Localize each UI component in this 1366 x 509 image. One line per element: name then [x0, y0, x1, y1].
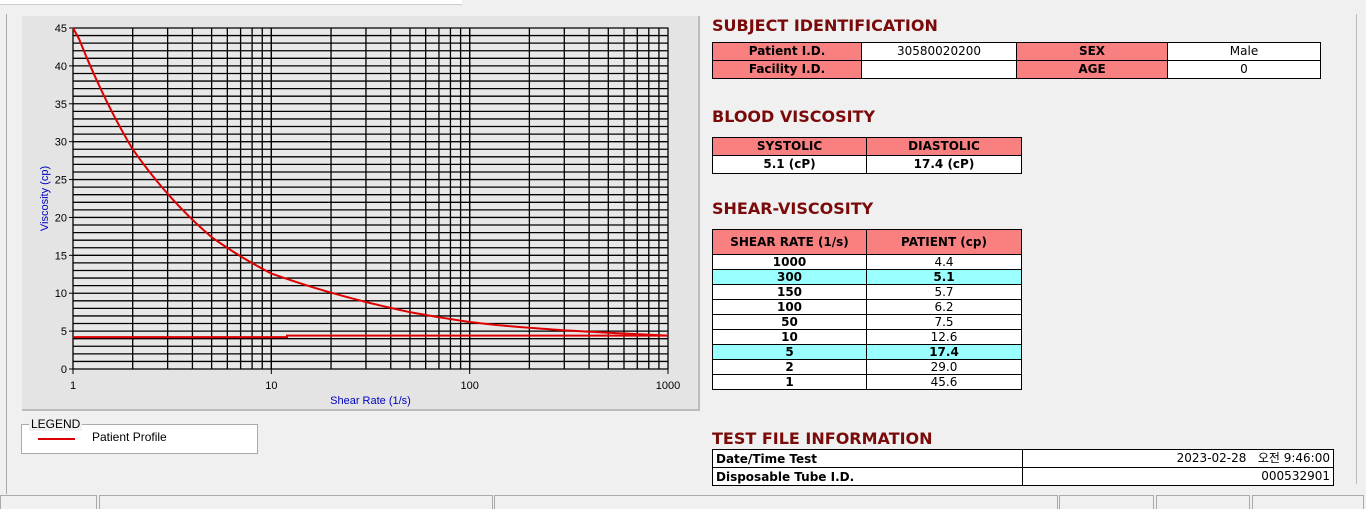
patient-viscosity: 17.4 [866, 344, 1022, 360]
chart-svg: 0 5 10 15 20 25 30 35 40 45 1 10 100 1000 Shear Rate (… [39, 23, 680, 407]
y-tick-label: 40 [55, 61, 67, 73]
x-tick-label: 100 [460, 380, 478, 392]
facility-id-label: Facility I.D. [712, 60, 862, 79]
datetime-label: Date/Time Test [712, 449, 1023, 468]
patient-viscosity: 4.4 [866, 254, 1022, 270]
patient-viscosity: 5.7 [866, 284, 1022, 300]
y-tick-label: 45 [55, 23, 67, 35]
y-tick-label: 5 [61, 326, 67, 338]
shear-rate-header: SHEAR RATE (1/s) [712, 229, 867, 255]
shear-rate: 150 [712, 284, 867, 300]
shear-rate: 5 [712, 344, 867, 360]
y-tick-label: 15 [55, 250, 67, 262]
shear-row: 1000 4.4 [712, 254, 1022, 270]
legend-entry: Patient Profile [92, 430, 167, 444]
legend-title: LEGEND [29, 417, 83, 431]
y-tick-label: 35 [55, 99, 67, 111]
shear-row: 150 5.7 [712, 284, 1022, 300]
status-segment [494, 495, 1058, 509]
top-strip [0, 0, 462, 5]
shear-row: 10 12.6 [712, 329, 1022, 345]
sex-label: SEX [1016, 42, 1168, 61]
patient-viscosity: 45.6 [866, 374, 1022, 390]
shear-table: SHEAR RATE (1/s) PATIENT (cp) 1000 4.4 300 5… [712, 229, 1022, 390]
status-segment [1156, 495, 1250, 509]
systolic-label: SYSTOLIC [712, 137, 867, 156]
right-border [1356, 14, 1366, 484]
patient-viscosity: 5.1 [866, 269, 1022, 285]
subject-table: Patient I.D. 30580020200 SEX Male Facility … [712, 42, 1321, 79]
shear-rate: 100 [712, 299, 867, 315]
shear-rate: 1 [712, 374, 867, 390]
testfile-title: TEST FILE INFORMATION [712, 429, 933, 448]
shear-row: 100 6.2 [712, 299, 1022, 315]
diastolic-label: DIASTOLIC [866, 137, 1022, 156]
blood-table: SYSTOLIC DIASTOLIC 5.1 (cP) 17.4 (cP) [712, 137, 1022, 174]
subject-title: SUBJECT IDENTIFICATION [712, 16, 938, 35]
x-axis-label: Shear Rate (1/s) [330, 395, 411, 407]
x-tick-label: 10 [265, 380, 277, 392]
patient-viscosity: 12.6 [866, 329, 1022, 345]
status-segment [0, 495, 97, 509]
age-value: 0 [1167, 60, 1321, 79]
plot-area [72, 27, 669, 370]
datetime-value: 2023-02-28 오전 9:46:00 [1022, 449, 1334, 468]
facility-id-value [861, 60, 1017, 79]
shear-title: SHEAR-VISCOSITY [712, 199, 874, 218]
patient-viscosity: 6.2 [866, 299, 1022, 315]
y-tick-label: 10 [55, 288, 67, 300]
shear-rate: 1000 [712, 254, 867, 270]
patient-viscosity: 7.5 [866, 314, 1022, 330]
shear-rate: 300 [712, 269, 867, 285]
legend-line-swatch [38, 438, 75, 440]
x-tick-label: 1000 [656, 380, 680, 392]
left-border [0, 14, 7, 494]
shear-row: 1 45.6 [712, 374, 1022, 390]
shear-rate: 10 [712, 329, 867, 345]
legend: LEGEND Patient Profile [21, 417, 258, 454]
diastolic-value: 17.4 (cP) [866, 155, 1022, 174]
shear-row: 300 5.1 [712, 269, 1022, 285]
sex-value: Male [1167, 42, 1321, 61]
patient-id-value: 30580020200 [861, 42, 1017, 61]
status-segment [1059, 495, 1154, 509]
blood-title: BLOOD VISCOSITY [712, 107, 876, 126]
shear-row: 2 29.0 [712, 359, 1022, 375]
series-line [73, 334, 668, 339]
y-tick-label: 25 [55, 175, 67, 187]
age-label: AGE [1016, 60, 1168, 79]
shear-rate: 50 [712, 314, 867, 330]
series-line [72, 27, 669, 337]
systolic-value: 5.1 (cP) [712, 155, 867, 174]
patient-header: PATIENT (cp) [866, 229, 1022, 255]
shear-rate: 2 [712, 359, 867, 375]
viscosity-chart: 0 5 10 15 20 25 30 35 40 45 1 10 100 1000 Shear Rate (… [22, 16, 700, 411]
shear-row: 5 17.4 [712, 344, 1022, 360]
status-segment [1252, 495, 1364, 509]
shear-row: 50 7.5 [712, 314, 1022, 330]
y-axis-label: Viscosity (cp) [39, 166, 51, 231]
y-tick-label: 0 [61, 364, 67, 376]
testfile-table: Date/Time Test 2023-02-28 오전 9:46:00 Disp… [712, 449, 1334, 486]
status-bar [0, 495, 1366, 509]
y-tick-label: 20 [55, 212, 67, 224]
tube-id-label: Disposable Tube I.D. [712, 467, 1023, 486]
status-segment [99, 495, 493, 509]
y-tick-label: 30 [55, 137, 67, 149]
x-tick-label: 1 [70, 380, 76, 392]
tube-id-value: 000532901 [1022, 467, 1334, 486]
patient-id-label: Patient I.D. [712, 42, 862, 61]
patient-viscosity: 29.0 [866, 359, 1022, 375]
